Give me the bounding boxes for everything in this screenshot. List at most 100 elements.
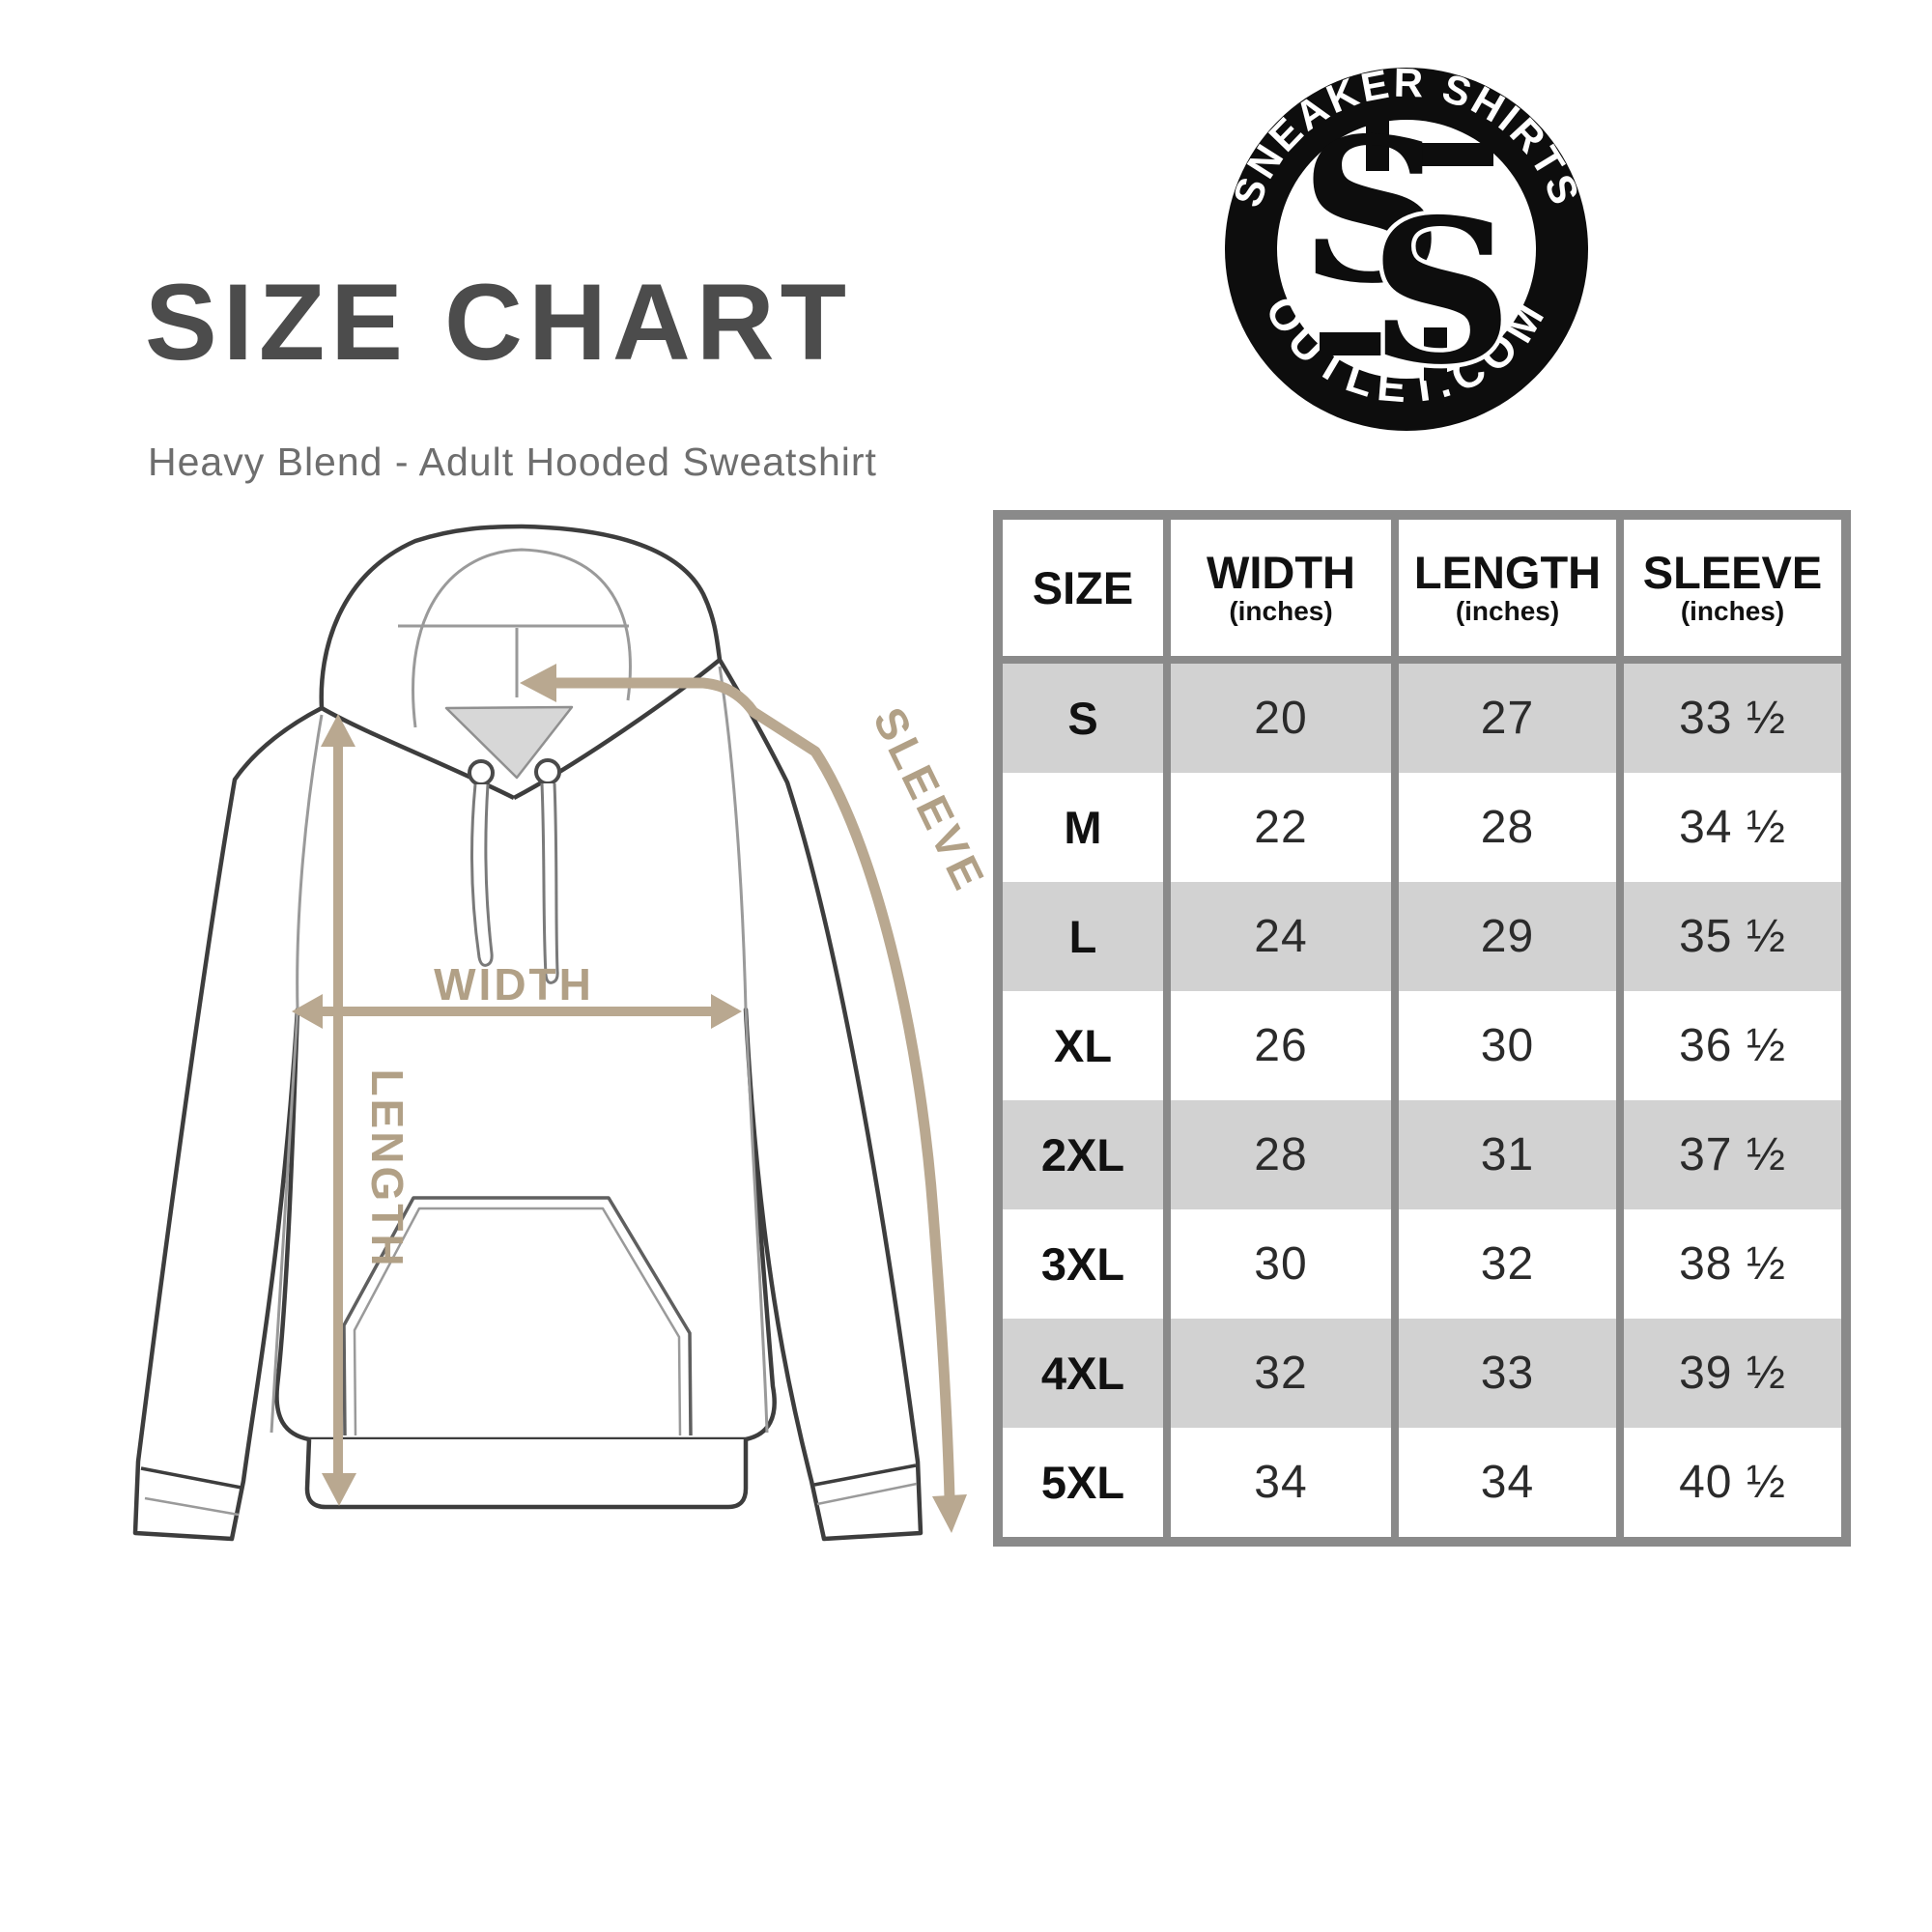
sleeve-value: 40 ½ [1679, 1457, 1786, 1508]
table-cell-size: 4XL [1003, 1319, 1171, 1428]
table-cell-length: 29 [1399, 882, 1624, 991]
table-cell-sleeve: 34 ½ [1624, 773, 1841, 882]
table-cell-width: 30 [1171, 1209, 1399, 1319]
sleeve-value: 39 ½ [1679, 1348, 1786, 1399]
drawstring-eyelet-right [534, 758, 561, 785]
table-cell-size: M [1003, 773, 1171, 882]
monogram-bar [1320, 332, 1405, 355]
column-unit: (inches) [1455, 595, 1560, 626]
length-label: LENGTH [362, 1068, 412, 1268]
ss-monogram-icon: S S [1300, 96, 1518, 413]
table-cell-size: S [1003, 664, 1171, 773]
table-header-length: LENGTH (inches) [1399, 520, 1624, 664]
table-cell-size: XL [1003, 991, 1171, 1100]
table-cell-sleeve: 39 ½ [1624, 1319, 1841, 1428]
table-cell-sleeve: 36 ½ [1624, 991, 1841, 1100]
length-value: 31 [1480, 1129, 1535, 1180]
table-cell-width: 28 [1171, 1100, 1399, 1209]
sleeve-value: 38 ½ [1679, 1238, 1786, 1290]
width-value: 20 [1254, 693, 1308, 744]
width-value: 26 [1254, 1020, 1308, 1071]
length-value: 33 [1480, 1348, 1535, 1399]
table-cell-sleeve: 37 ½ [1624, 1100, 1841, 1209]
size-value: L [1068, 911, 1097, 962]
size-value: 5XL [1040, 1457, 1125, 1508]
neck-triangle [444, 705, 574, 780]
width-value: 22 [1254, 802, 1308, 853]
table-cell-width: 22 [1171, 773, 1399, 882]
sleeve-value: 36 ½ [1679, 1020, 1786, 1071]
kangaroo-pocket-inner-line [353, 1207, 682, 1436]
sleeve-arrow [520, 664, 967, 1533]
size-value: M [1064, 802, 1102, 853]
column-label: LENGTH [1413, 547, 1602, 599]
width-label: WIDTH [434, 959, 594, 1009]
table-cell-size: 5XL [1003, 1428, 1171, 1537]
table-cell-width: 34 [1171, 1428, 1399, 1537]
sleeve-value: 34 ½ [1679, 802, 1786, 853]
table-header-sleeve: SLEEVE (inches) [1624, 520, 1841, 664]
monogram-bar [1408, 143, 1493, 166]
length-value: 27 [1480, 693, 1535, 744]
armhole-seam-right [718, 666, 769, 1434]
page-title: SIZE CHART [145, 262, 852, 383]
length-value: 30 [1480, 1020, 1535, 1071]
page-subtitle: Heavy Blend - Adult Hooded Sweatshirt [148, 440, 877, 484]
column-unit: (inches) [1229, 595, 1333, 626]
table-cell-width: 26 [1171, 991, 1399, 1100]
cuff-line-right [813, 1463, 917, 1487]
cuff-line-left [140, 1466, 242, 1490]
hoodie-measurement-diagram: WIDTH LENGTH SLEEVE [132, 524, 985, 1542]
monogram-bar [1366, 118, 1389, 171]
size-value: 4XL [1040, 1348, 1125, 1399]
drawstring-right [540, 782, 559, 984]
table-cell-size: 2XL [1003, 1100, 1171, 1209]
table-cell-length: 32 [1399, 1209, 1624, 1319]
table-cell-width: 24 [1171, 882, 1399, 991]
table-cell-width: 20 [1171, 664, 1399, 773]
table-cell-length: 30 [1399, 991, 1624, 1100]
table-cell-sleeve: 40 ½ [1624, 1428, 1841, 1537]
monogram-letter-2: S [1370, 177, 1513, 409]
waistband [304, 1438, 749, 1510]
size-value: 3XL [1040, 1238, 1125, 1290]
column-label: SIZE [1032, 561, 1134, 613]
table-header-width: WIDTH (inches) [1171, 520, 1399, 664]
table-cell-length: 27 [1399, 664, 1624, 773]
width-value: 28 [1254, 1129, 1308, 1180]
width-value: 34 [1254, 1457, 1308, 1508]
table-cell-sleeve: 33 ½ [1624, 664, 1841, 773]
length-value: 32 [1480, 1238, 1535, 1290]
table-cell-length: 28 [1399, 773, 1624, 882]
size-table: SIZE WIDTH (inches) LENGTH (inches) SLEE… [993, 510, 1851, 1547]
length-value: 34 [1480, 1457, 1535, 1508]
length-arrow [321, 714, 356, 1506]
cuff-line-right-inner [816, 1482, 918, 1506]
width-value: 24 [1254, 911, 1308, 962]
sleeve-value: 35 ½ [1679, 911, 1786, 962]
sleeve-value: 33 ½ [1679, 693, 1786, 744]
table-cell-size: L [1003, 882, 1171, 991]
table-cell-length: 34 [1399, 1428, 1624, 1537]
width-value: 30 [1254, 1238, 1308, 1290]
armhole-seam-left [270, 714, 324, 1434]
size-value: S [1067, 693, 1098, 744]
table-cell-length: 33 [1399, 1319, 1624, 1428]
column-label: WIDTH [1206, 547, 1355, 599]
table-cell-size: 3XL [1003, 1209, 1171, 1319]
drawstring-left [470, 783, 494, 967]
table-cell-sleeve: 38 ½ [1624, 1209, 1841, 1319]
cuff-line-left-inner [144, 1496, 240, 1517]
sleeve-value: 37 ½ [1679, 1129, 1786, 1180]
brand-logo: SNEAKER SHIRTS OUTLET.COM S S [1224, 62, 1588, 431]
length-value: 28 [1480, 802, 1535, 853]
kangaroo-pocket [342, 1196, 693, 1436]
drawstring-eyelet-left [468, 759, 495, 786]
sleeve-label: SLEEVE [864, 699, 985, 900]
monogram-letter-1: S [1300, 96, 1443, 327]
table-cell-sleeve: 35 ½ [1624, 882, 1841, 991]
column-label: SLEEVE [1642, 547, 1823, 599]
table-cell-length: 31 [1399, 1100, 1624, 1209]
logo-inner-disc [1277, 120, 1536, 379]
